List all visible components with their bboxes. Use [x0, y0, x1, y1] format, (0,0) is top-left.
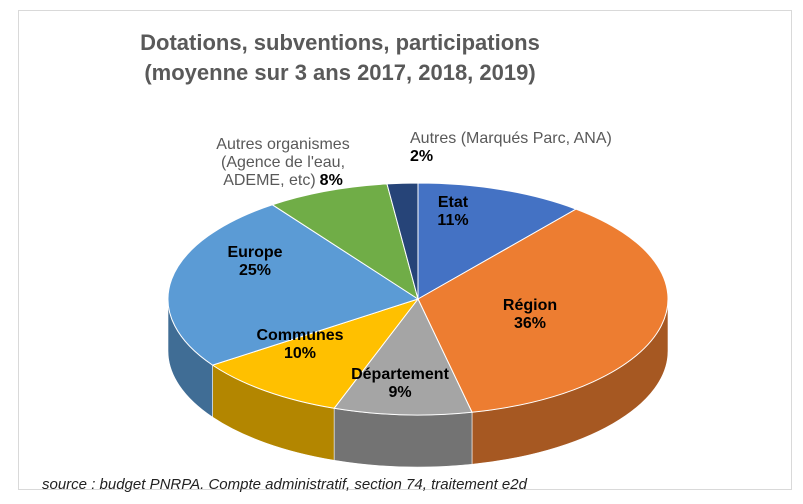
value-label: 9%	[388, 384, 412, 401]
slice	[386, 182, 419, 300]
category-label: Autres organismes (Agence de l'eau, ADEM…	[216, 136, 350, 189]
chart-subtitle: (moyenne sur 3 ans 2017, 2018, 2019)	[144, 60, 536, 85]
value-label: 10%	[283, 345, 317, 362]
value-label: 2%	[410, 148, 434, 165]
source-note: source : budget PNRPA. Compte administra…	[42, 476, 527, 493]
chart-title: Dotations, subventions, participations	[140, 30, 540, 55]
slice-label: Etat 11%	[437, 194, 468, 230]
slice-label: Région 36%	[503, 297, 557, 333]
slice-side	[333, 407, 473, 468]
value-label: 36%	[513, 315, 547, 332]
slice-label: Département 9%	[351, 366, 449, 402]
category-label: Autres (Marqués Parc, ANA)	[410, 130, 612, 147]
slice-label: Autres organismes (Agence de l'eau, ADEM…	[201, 136, 366, 190]
chart-frame	[18, 10, 792, 490]
value-label: 25%	[238, 262, 272, 279]
category-label: Département	[351, 366, 449, 383]
category-label: Communes	[256, 327, 344, 344]
value-label: 8%	[319, 172, 343, 189]
slice-label: Communes 10%	[256, 327, 343, 363]
category-label: Région	[502, 297, 558, 314]
slice	[271, 183, 419, 301]
slice	[167, 204, 420, 366]
category-label: Europe	[227, 244, 283, 261]
slice	[333, 298, 473, 416]
slice-label: Europe 25%	[227, 244, 282, 280]
slice	[417, 208, 669, 413]
slice-label: Autres (Marqués Parc, ANA) 2%	[410, 130, 612, 166]
slice	[417, 182, 578, 300]
value-label: 11%	[437, 212, 469, 229]
slice	[211, 298, 420, 409]
category-label: Etat	[437, 194, 469, 211]
